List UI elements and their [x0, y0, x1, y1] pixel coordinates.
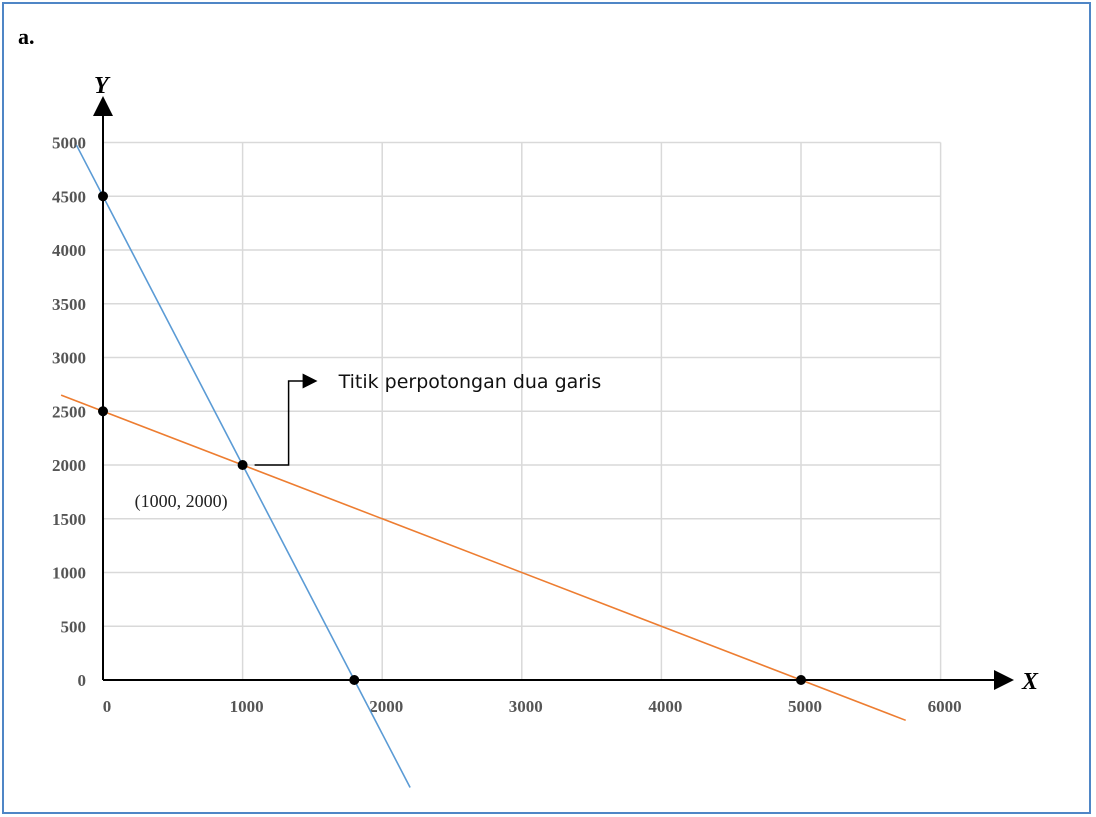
data-point	[98, 406, 108, 417]
y-tick-label: 2000	[52, 456, 86, 475]
x-tick-label: 4000	[648, 697, 682, 716]
x-tick-label: 0	[103, 697, 112, 716]
y-tick-label: 2500	[52, 402, 86, 421]
data-point	[237, 460, 248, 470]
y-tick-label: 0	[78, 671, 87, 690]
y-tick-label: 1500	[52, 510, 86, 529]
y-tick-label: 5000	[52, 134, 86, 153]
y-tick-label: 3500	[52, 295, 86, 314]
y-tick-label: 4500	[52, 187, 86, 206]
x-tick-label: 5000	[788, 697, 822, 716]
y-tick-labels: 0 500 1000 1500 2000 2500 3000 3500 4000 4500 5000	[52, 134, 86, 691]
intersection-label: (1000, 2000)	[135, 491, 228, 512]
series-lines	[60, 144, 906, 788]
x-tick-labels: 0 1000 2000 3000 4000 5000 6000	[103, 697, 962, 716]
grid	[103, 141, 942, 680]
y-axis-title: Y	[94, 73, 111, 99]
x-tick-label: 3000	[509, 697, 543, 716]
annotation-text: Titik perpotongan dua garis	[338, 371, 602, 393]
x-tick-label: 1000	[230, 697, 264, 716]
x-tick-label: 6000	[928, 697, 962, 716]
y-tick-label: 1000	[52, 564, 86, 583]
data-point	[796, 675, 806, 685]
annotation-arrow	[254, 373, 318, 466]
series-line-2	[60, 394, 906, 722]
data-point	[98, 191, 108, 202]
x-axis-title: X	[1021, 669, 1039, 695]
x-tick-label: 2000	[369, 697, 403, 716]
data-points	[98, 191, 806, 685]
y-tick-label: 4000	[52, 241, 86, 260]
data-point	[349, 675, 360, 685]
y-tick-label: 3000	[52, 349, 86, 368]
y-tick-label: 500	[61, 617, 87, 636]
panel-label: a.	[18, 24, 35, 49]
